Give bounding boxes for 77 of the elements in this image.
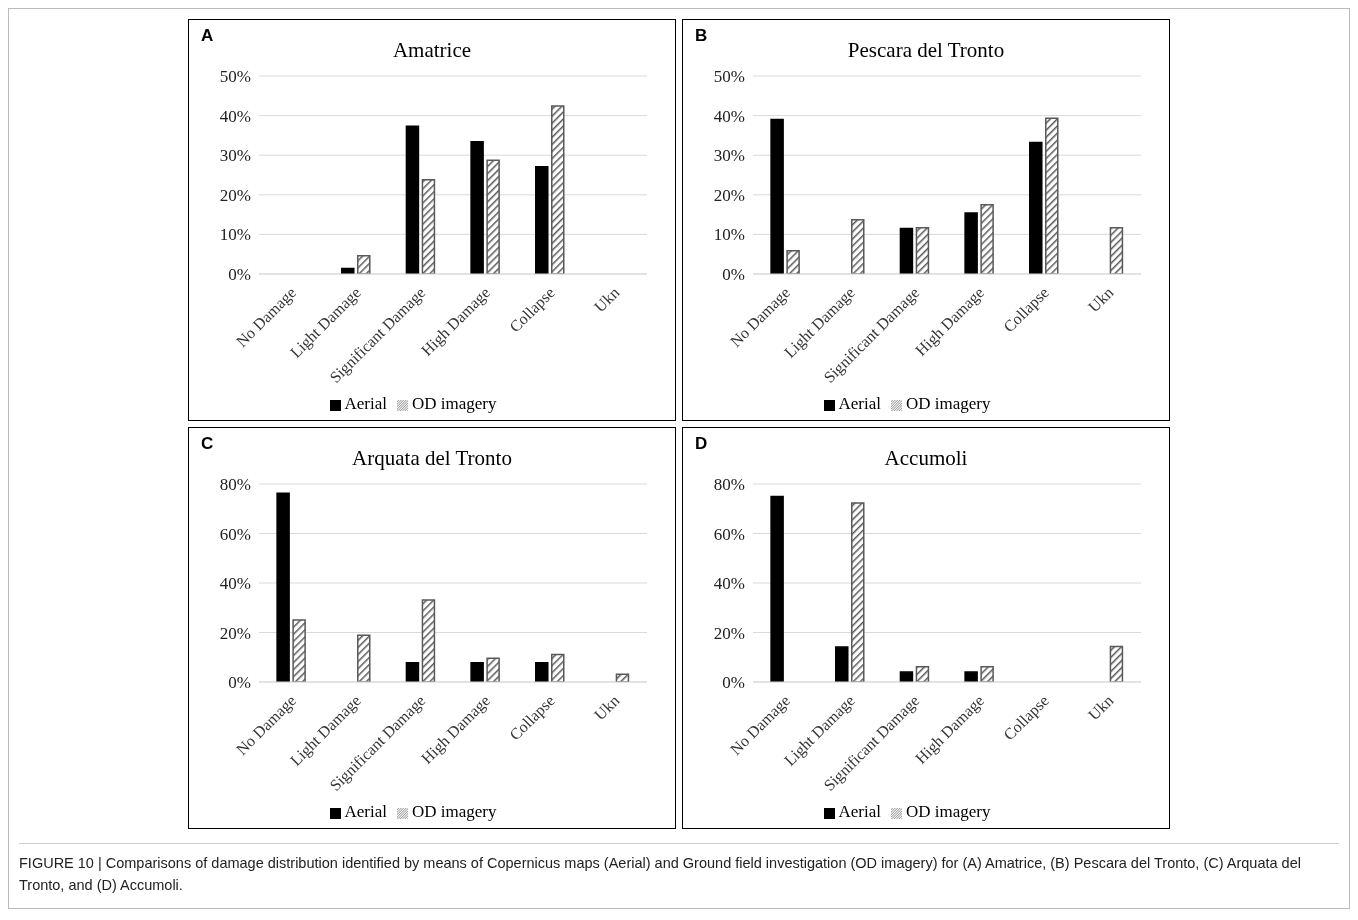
bar — [551, 653, 565, 682]
chart-title: Arquata del Tronto — [352, 446, 512, 470]
bar — [470, 661, 484, 682]
legend-label: Aerial — [838, 802, 881, 821]
y-tick-label: 20% — [219, 623, 251, 643]
bar — [1045, 117, 1059, 274]
bar — [915, 226, 930, 274]
y-tick-label: 60% — [219, 524, 251, 544]
bar — [405, 661, 420, 682]
chart-title: Accumoli — [884, 446, 968, 470]
bar — [851, 502, 865, 682]
bar — [292, 619, 306, 682]
y-tick-label: 10% — [219, 225, 251, 245]
y-tick-label: 80% — [219, 475, 251, 495]
y-tick-label: 0% — [228, 265, 251, 285]
bar — [1029, 141, 1043, 274]
bar — [486, 159, 500, 274]
bar — [964, 212, 978, 274]
y-tick-label: 40% — [713, 574, 745, 594]
bar — [851, 219, 865, 274]
bar — [535, 661, 549, 682]
y-tick-label: 20% — [713, 185, 745, 205]
y-tick-label: 80% — [713, 475, 745, 495]
text: D — [695, 434, 708, 454]
bar — [357, 634, 371, 682]
y-tick-label: 20% — [713, 623, 745, 643]
y-tick-label: 60% — [713, 524, 745, 544]
y-tick-label: 20% — [219, 185, 251, 205]
chart-title: Amatrice — [392, 38, 472, 62]
bar — [786, 249, 800, 274]
bar — [1109, 645, 1124, 682]
bar — [899, 671, 914, 682]
y-tick-label: 0% — [722, 673, 745, 693]
legend-label: OD imagery — [905, 802, 991, 821]
x-tick-label: Ukn — [1084, 691, 1117, 724]
bar — [835, 646, 849, 682]
text: B — [695, 26, 708, 46]
bar — [964, 671, 978, 682]
bar — [551, 105, 565, 274]
bar — [535, 165, 549, 274]
y-tick-label: 30% — [219, 146, 251, 166]
legend-label: Aerial — [344, 802, 387, 821]
y-tick-label: 0% — [228, 673, 251, 693]
bar — [357, 255, 371, 274]
legend-label: OD imagery — [905, 394, 991, 413]
bar — [276, 492, 290, 682]
y-tick-label: 40% — [219, 574, 251, 594]
y-tick-label: 50% — [219, 67, 251, 87]
bar — [899, 227, 914, 274]
y-tick-label: 40% — [219, 106, 251, 126]
bar — [980, 665, 994, 682]
bar — [770, 118, 784, 274]
y-tick-label: 30% — [713, 146, 745, 166]
bar — [405, 125, 420, 274]
bar — [421, 179, 436, 274]
legend-label: OD imagery — [411, 394, 497, 413]
y-tick-label: 40% — [713, 106, 745, 126]
legend-label: Aerial — [838, 394, 881, 413]
y-tick-label: 10% — [713, 225, 745, 245]
x-tick-label: Ukn — [590, 691, 623, 724]
x-tick-label: Ukn — [590, 283, 623, 316]
caption: FIGURE 10 | Comparisons of damage distribution identified by means of Copernicus maps (Aerial) and Ground field investigation (OD imagery) for (A) Amatrice, (B) Pescara del Tronto, (C) Arquata del Tronto, and (D) Accumoli. — [19, 854, 1302, 895]
y-tick-label: 50% — [713, 67, 745, 87]
legend-label: OD imagery — [411, 802, 497, 821]
y-tick-label: 0% — [722, 265, 745, 285]
bar — [980, 203, 994, 274]
text: A — [201, 26, 214, 46]
bar — [421, 599, 436, 682]
x-tick-label: Ukn — [1084, 283, 1117, 316]
chart-title: Pescara del Tronto — [847, 38, 1005, 62]
legend-label: Aerial — [344, 394, 387, 413]
text: C — [201, 434, 214, 454]
bar — [470, 140, 484, 274]
bar — [486, 657, 500, 682]
bar — [1109, 226, 1124, 274]
bar — [915, 665, 930, 682]
bar — [770, 495, 784, 682]
